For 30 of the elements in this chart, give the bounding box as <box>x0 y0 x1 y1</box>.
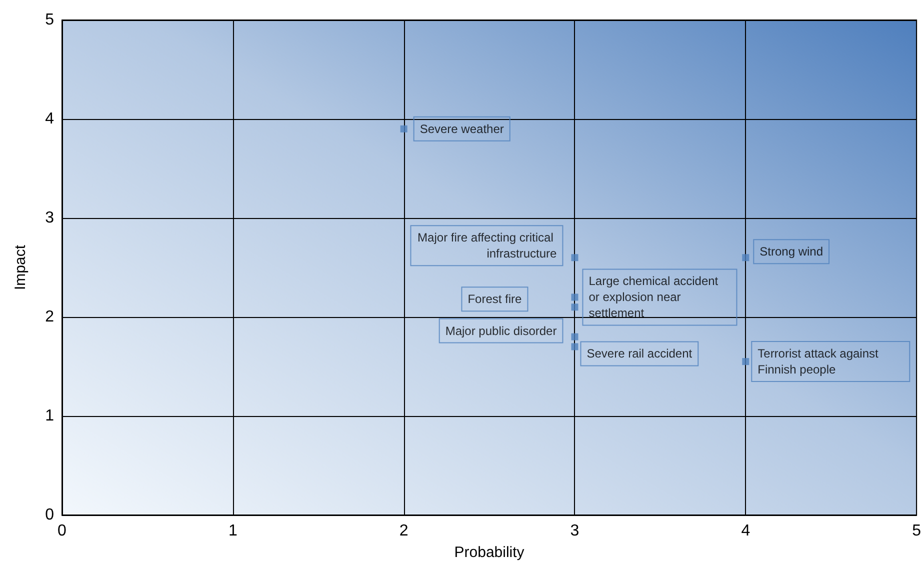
text: Severe weather <box>420 122 504 136</box>
point <box>400 125 408 132</box>
point <box>571 304 578 311</box>
text: Large chemical accident or explosion near settlement <box>588 274 718 320</box>
x-tick-label: 4 <box>741 522 750 540</box>
point <box>742 254 750 262</box>
point <box>571 343 578 350</box>
x-axis-title: Probability <box>454 544 525 561</box>
x-tick-label: 0 <box>58 522 67 540</box>
text: Strong wind <box>760 244 824 259</box>
y-tick-label: 0 <box>45 506 54 524</box>
x-tick-label: 3 <box>570 522 580 540</box>
point <box>571 254 578 262</box>
y-axis-title: Impact <box>12 244 29 290</box>
x-tick-label: 5 <box>912 522 922 540</box>
x-tick-label: 1 <box>228 522 238 540</box>
y-tick-label: 4 <box>45 110 54 128</box>
text: Forest fire <box>468 292 522 306</box>
point <box>742 358 750 366</box>
text: Major public disorder <box>445 324 557 338</box>
y-tick-label: 5 <box>45 12 54 28</box>
text: Major fire affecting critical infrastructure <box>418 230 557 261</box>
point <box>571 294 578 301</box>
x-tick-label: 2 <box>399 522 408 540</box>
y-tick-label: 1 <box>45 408 54 424</box>
y-tick-label: 3 <box>45 210 54 226</box>
text: Terrorist attack against Finnish people <box>758 346 878 377</box>
text: Severe rail accident <box>586 346 692 361</box>
y-tick-label: 2 <box>45 308 54 326</box>
point <box>571 333 578 340</box>
